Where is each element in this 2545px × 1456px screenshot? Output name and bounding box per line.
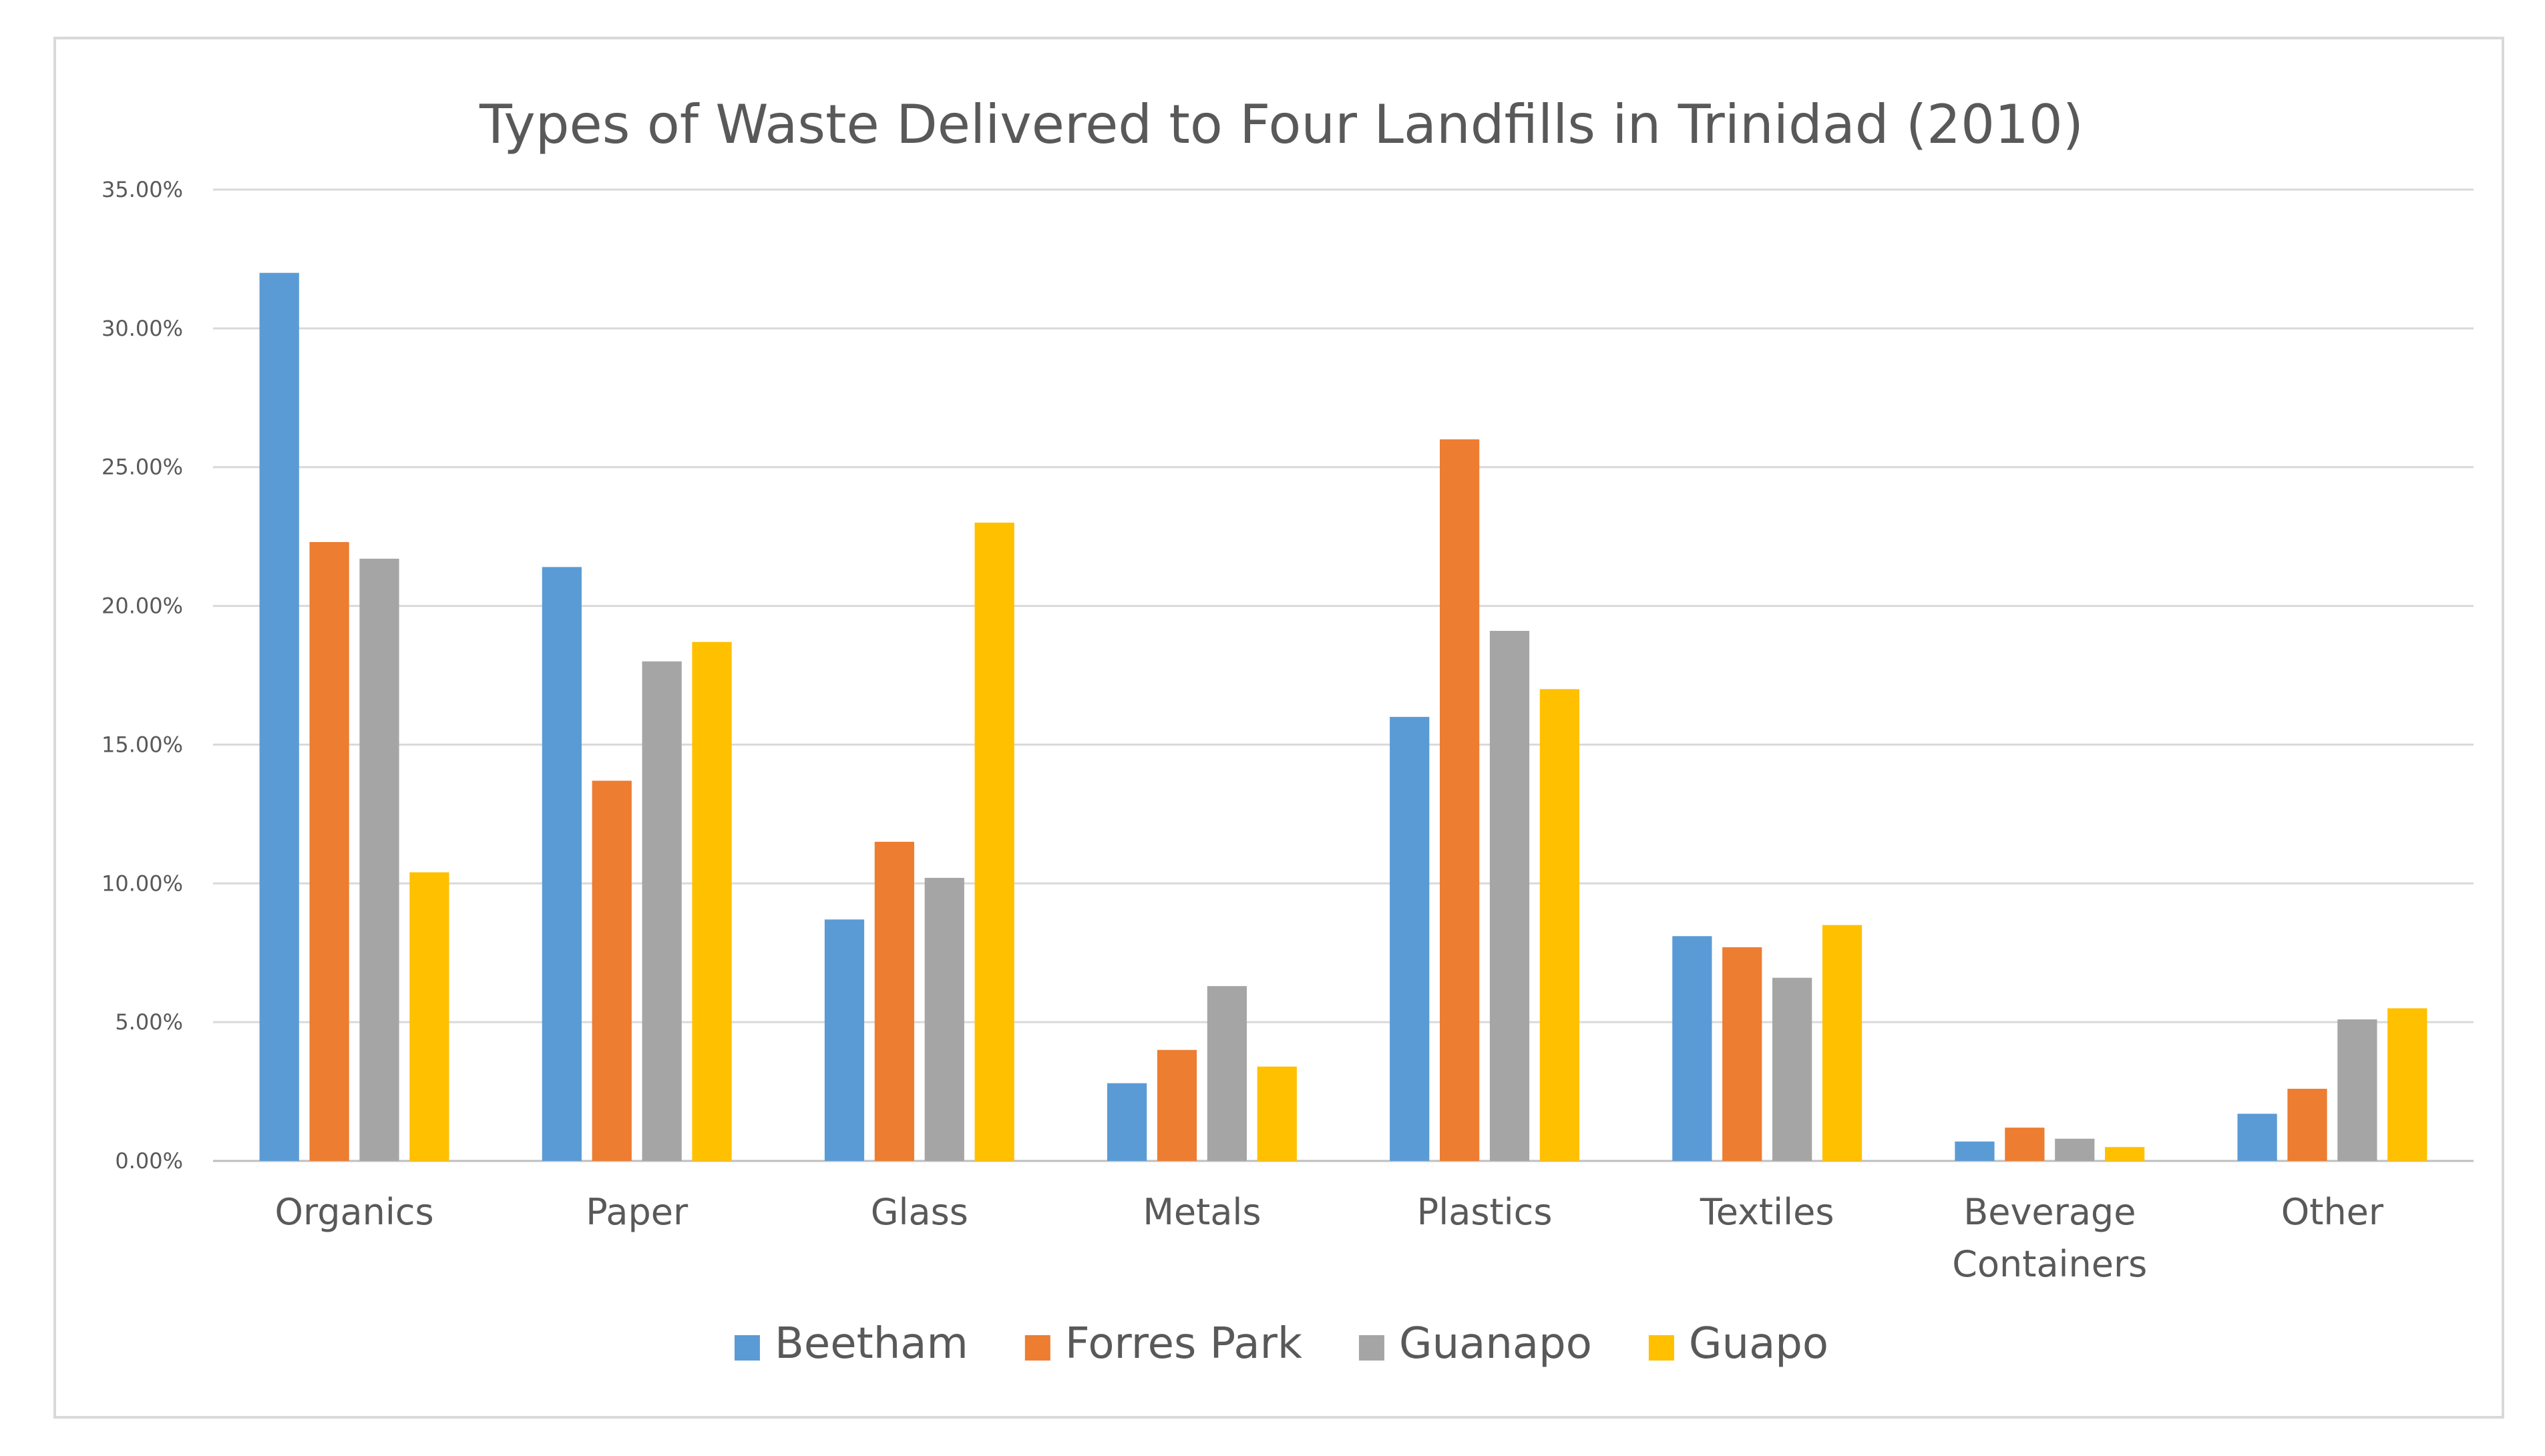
x-tick-label: Other: [2281, 1191, 2384, 1233]
bar-beetham-glass: [824, 919, 865, 1161]
bar-guapo-plastics: [1539, 689, 1580, 1161]
bar-guanapo-beverage-containers: [2055, 1138, 2095, 1161]
bar-guanapo-plastics: [1489, 630, 1530, 1161]
bars: [259, 272, 2427, 1162]
legend-item-forres-park: Forres Park: [1024, 1319, 1302, 1369]
y-tick-label: 0.00%: [115, 1148, 183, 1174]
legend-swatch: [1024, 1335, 1050, 1361]
legend-label: Guapo: [1689, 1319, 1828, 1369]
legend-label: Guanapo: [1399, 1319, 1592, 1369]
x-tick-label: Metals: [1143, 1191, 1261, 1233]
bar-guapo-beverage-containers: [2105, 1147, 2145, 1161]
bar-guanapo-textiles: [1772, 977, 1812, 1161]
gridlines: [213, 188, 2474, 1162]
bar-forres-park-paper: [592, 780, 632, 1161]
bar-guapo-organics: [409, 872, 449, 1161]
legend-item-guapo: Guapo: [1648, 1319, 1828, 1369]
bar-beetham-metals: [1107, 1083, 1147, 1161]
bar-beetham-organics: [259, 272, 299, 1161]
y-tick-label: 25.00%: [102, 455, 183, 480]
legend-label: Beetham: [775, 1319, 968, 1369]
bar-beetham-paper: [542, 567, 582, 1161]
bar-guanapo-glass: [924, 877, 964, 1161]
bar-guanapo-metals: [1207, 986, 1247, 1161]
bar-beetham-other: [2237, 1114, 2277, 1161]
bar-chart: Types of Waste Delivered to Four Landfil…: [102, 93, 2474, 1369]
x-tick-label: Plastics: [1417, 1191, 1553, 1233]
y-tick-label: 35.00%: [102, 177, 183, 202]
bar-guapo-other: [2387, 1008, 2427, 1161]
bar-beetham-plastics: [1390, 716, 1430, 1161]
bar-guapo-metals: [1257, 1066, 1297, 1161]
bar-forres-park-plastics: [1439, 439, 1480, 1162]
legend-swatch: [1358, 1335, 1384, 1361]
x-tick-label: Textiles: [1700, 1191, 1834, 1233]
legend-item-beetham: Beetham: [734, 1319, 968, 1369]
chart-title: Types of Waste Delivered to Four Landfil…: [479, 93, 2084, 156]
bar-guapo-paper: [692, 642, 732, 1161]
y-tick-label: 10.00%: [102, 871, 183, 896]
bar-guanapo-paper: [642, 661, 682, 1161]
bar-forres-park-other: [2287, 1088, 2327, 1161]
legend-item-guanapo: Guanapo: [1358, 1319, 1592, 1369]
legend: Beetham Forres Park Guanapo Guapo: [734, 1319, 1828, 1369]
legend-swatch: [1648, 1335, 1674, 1361]
x-tick-label: Paper: [586, 1191, 689, 1233]
legend-swatch: [734, 1335, 760, 1361]
x-tick-label: Beverage Containers: [1952, 1191, 2147, 1285]
bar-forres-park-glass: [874, 841, 914, 1161]
bar-beetham-beverage-containers: [1955, 1141, 1995, 1161]
bar-guanapo-other: [2337, 1019, 2377, 1161]
y-tick-label: 30.00%: [102, 316, 183, 341]
y-tick-label: 20.00%: [102, 593, 183, 619]
y-tick-label: 15.00%: [102, 732, 183, 757]
bar-guapo-glass: [974, 522, 1014, 1161]
bar-guapo-textiles: [1822, 925, 1863, 1161]
bar-beetham-textiles: [1672, 936, 1712, 1161]
y-axis-ticks: 0.00% 5.00% 10.00% 15.00% 20.00% 25.00% 30.00%…: [102, 177, 183, 1174]
x-tick-label: Organics: [274, 1191, 433, 1233]
bar-forres-park-beverage-containers: [2005, 1128, 2045, 1161]
y-tick-label: 5.00%: [115, 1009, 183, 1035]
bar-forres-park-organics: [309, 541, 349, 1161]
chart-frame: Types of Waste Delivered to Four Landfil…: [53, 37, 2504, 1419]
x-tick-label: Glass: [871, 1191, 968, 1233]
bar-forres-park-textiles: [1722, 947, 1762, 1161]
x-axis-ticks: Organics Paper Glass Metals Plastics Textiles…: [274, 1191, 2383, 1285]
bar-guanapo-organics: [359, 558, 399, 1161]
legend-label: Forres Park: [1065, 1319, 1302, 1369]
bar-forres-park-metals: [1157, 1049, 1197, 1161]
